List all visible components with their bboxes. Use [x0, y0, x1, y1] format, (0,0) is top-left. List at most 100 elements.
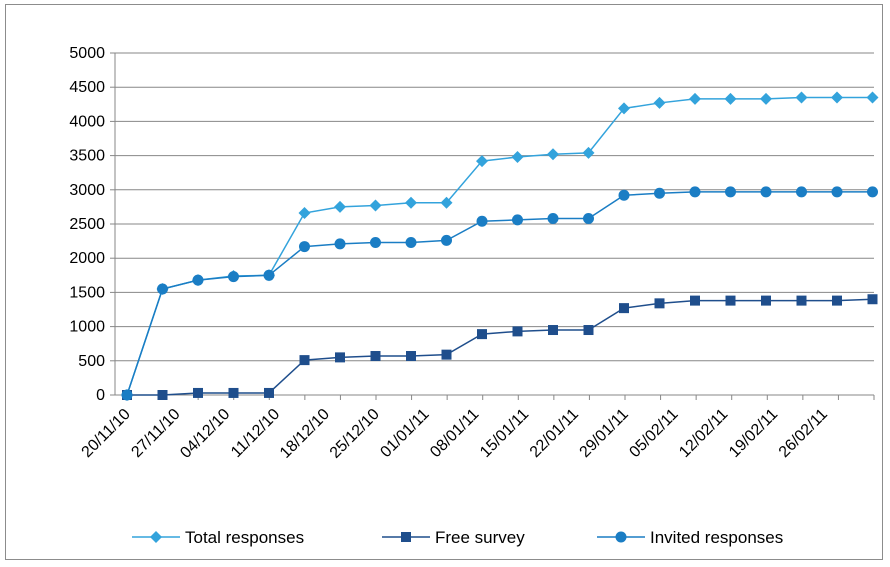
y-tick-label: 3000 — [69, 182, 105, 199]
data-point — [725, 295, 736, 306]
data-point — [477, 329, 487, 340]
data-point — [440, 196, 453, 209]
data-point — [512, 326, 523, 337]
x-tick-label: 25/12/10 — [327, 406, 383, 462]
data-point — [335, 352, 345, 363]
data-point — [619, 303, 629, 314]
x-tick-label: 20/11/10 — [79, 406, 134, 461]
data-point — [192, 274, 204, 286]
data-point — [583, 325, 594, 336]
y-tick-label: 3500 — [69, 148, 105, 165]
data-point — [476, 155, 488, 168]
data-point — [690, 295, 700, 306]
data-point — [334, 238, 346, 250]
data-point — [334, 200, 346, 213]
data-point — [832, 295, 842, 306]
data-point — [795, 91, 808, 104]
data-point — [654, 187, 665, 199]
data-point — [760, 92, 772, 105]
x-tick-label: 05/02/11 — [626, 406, 681, 461]
data-point — [761, 295, 771, 306]
x-tick-label: 04/12/10 — [177, 406, 233, 462]
data-point — [618, 189, 630, 201]
y-tick-label: 4000 — [69, 113, 105, 130]
y-tick-label: 2000 — [69, 250, 105, 267]
data-point — [121, 389, 133, 401]
legend: Total responses Free survey Invited respon… — [132, 528, 783, 547]
y-tick-label: 2500 — [69, 216, 105, 233]
legend-label: Invited responses — [650, 528, 783, 547]
chart-frame — [5, 4, 883, 560]
data-point — [369, 199, 382, 212]
x-tick-label: 08/01/11 — [427, 406, 482, 461]
legend-label: Free survey — [435, 528, 525, 547]
y-tick-label: 500 — [78, 353, 105, 370]
y-tick-label: 4500 — [69, 79, 105, 96]
data-point — [831, 91, 843, 104]
data-point — [299, 241, 310, 253]
data-point — [476, 215, 488, 227]
data-point — [228, 387, 239, 398]
data-point — [831, 186, 843, 198]
legend-item: Free survey — [382, 528, 525, 547]
data-point — [654, 298, 665, 309]
x-tick-label: 01/01/11 — [377, 406, 432, 461]
data-point — [370, 351, 381, 362]
data-point — [689, 186, 701, 198]
data-point — [582, 146, 595, 159]
legend-marker — [615, 531, 627, 543]
y-tick-label: 1500 — [69, 284, 105, 301]
data-point — [157, 283, 168, 295]
data-point — [548, 325, 558, 336]
axes: 0 500 1000 1500 2000 2500 3000 3500 4000 4500 5000… — [69, 45, 875, 462]
legend-marker — [401, 532, 411, 542]
data-point — [867, 294, 878, 305]
legend-label: Total responses — [185, 528, 304, 547]
data-point — [867, 186, 878, 198]
gridlines — [115, 52, 874, 362]
data-point — [512, 214, 523, 226]
data-point — [264, 387, 274, 398]
data-point — [653, 96, 666, 109]
y-tick-label: 0 — [96, 387, 105, 404]
data-point — [796, 186, 807, 198]
data-point — [724, 92, 737, 105]
data-point — [298, 207, 311, 220]
data-point — [441, 234, 452, 246]
y-tick-label: 1000 — [69, 319, 105, 336]
data-point — [405, 196, 417, 209]
data-point — [406, 351, 416, 362]
data-point — [583, 213, 594, 225]
legend-item: Total responses — [132, 528, 304, 547]
x-tick-label: 27/11/10 — [128, 406, 183, 461]
series-line — [126, 96, 873, 396]
x-tick-label: 11/12/10 — [228, 406, 283, 461]
series-invited-responses — [121, 186, 878, 401]
data-point — [228, 271, 239, 283]
x-tick-label: 15/01/11 — [477, 406, 532, 461]
data-point — [547, 148, 559, 161]
data-point — [193, 387, 203, 398]
x-tick-label: 12/02/11 — [676, 406, 731, 461]
x-tick-label: 29/01/11 — [577, 406, 632, 461]
x-tick-label: 26/02/11 — [776, 406, 831, 461]
legend-marker — [150, 531, 162, 543]
series-total-responses — [121, 91, 879, 401]
series-layer — [121, 91, 879, 401]
data-point — [299, 355, 310, 366]
x-tick-label: 18/12/10 — [277, 406, 333, 462]
series-line — [127, 298, 873, 396]
data-point — [866, 91, 879, 104]
x-tick-label: 22/01/11 — [527, 406, 582, 461]
series-line — [126, 191, 873, 396]
data-point — [796, 295, 807, 306]
data-point — [511, 150, 524, 163]
data-point — [760, 186, 772, 198]
x-tick-label: 19/02/11 — [726, 406, 781, 461]
data-point — [441, 349, 452, 360]
data-point — [157, 390, 168, 400]
legend-item: Invited responses — [597, 528, 783, 547]
data-point — [547, 213, 559, 225]
data-point — [263, 269, 275, 281]
